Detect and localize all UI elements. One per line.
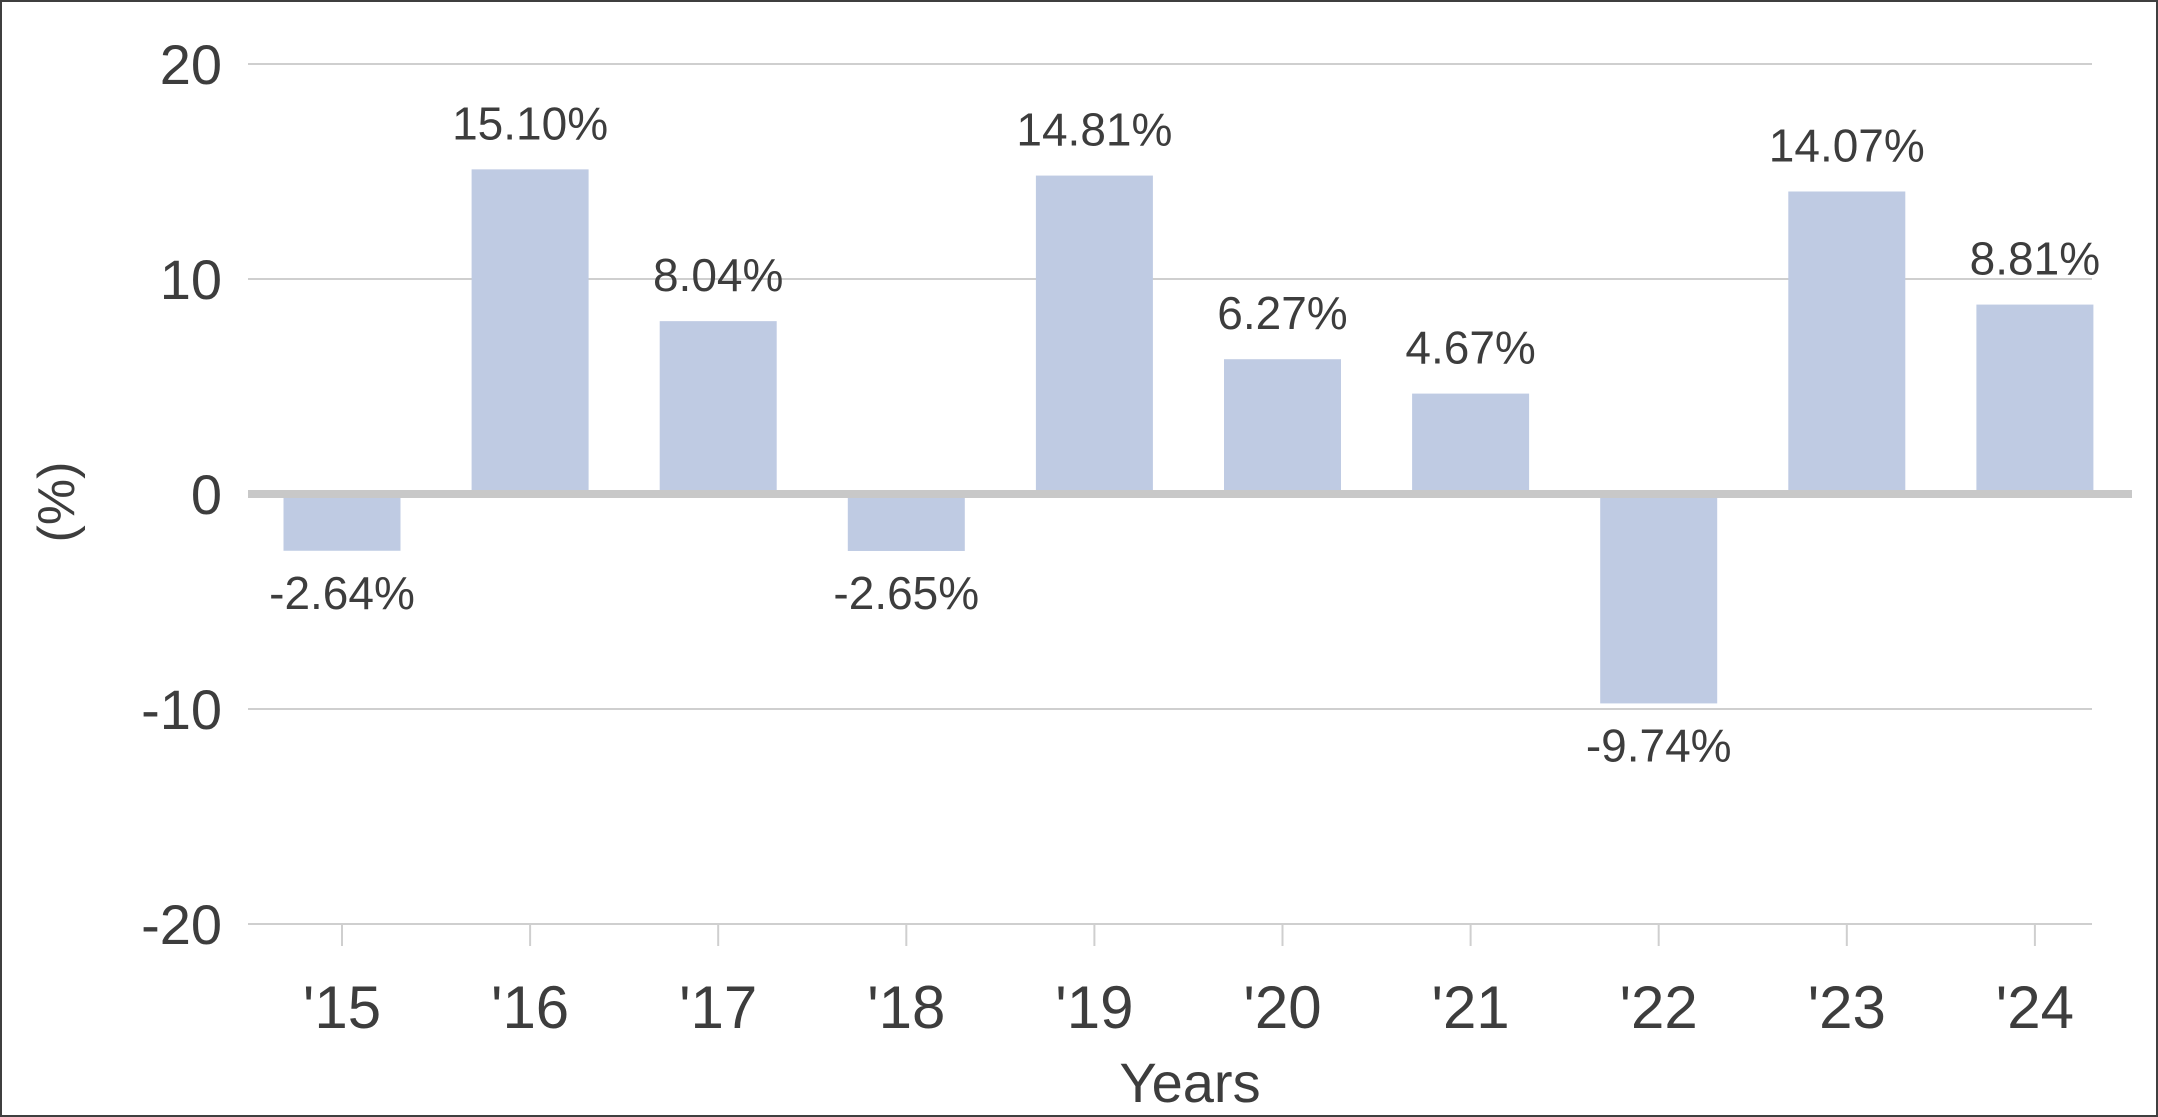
x-tick-label: '15: [303, 974, 381, 1041]
bar: [847, 494, 965, 551]
data-label: 14.81%: [1016, 104, 1172, 156]
bar: [1788, 191, 1906, 494]
bar: [1976, 304, 2094, 494]
x-axis-tick-labels: '15 '16 '17 '18 '19 '20 '21 '22 '23 '24: [303, 974, 2074, 1041]
bar: [1600, 494, 1718, 704]
bar: [1035, 175, 1153, 494]
x-tick-label: '17: [679, 974, 757, 1041]
x-axis-ticks: [341, 924, 2036, 946]
x-tick-label: '21: [1431, 974, 1509, 1041]
bar: [1412, 393, 1530, 494]
y-tick-label: 0: [191, 463, 222, 526]
data-label: -2.64%: [269, 567, 415, 619]
y-tick-label: 20: [160, 33, 222, 96]
data-label: 14.07%: [1769, 119, 1925, 171]
x-axis-title: Years: [1119, 1051, 1260, 1114]
data-label: -2.65%: [833, 567, 979, 619]
bar: [1224, 359, 1341, 494]
x-tick-label: '19: [1055, 974, 1133, 1041]
bar: [659, 321, 777, 494]
data-label: -9.74%: [1586, 719, 1732, 771]
x-tick-label: '23: [1808, 974, 1886, 1041]
x-tick-label: '24: [1996, 974, 2074, 1041]
data-label: 6.27%: [1217, 287, 1347, 339]
y-axis-title: (%): [28, 462, 86, 543]
x-tick-label: '16: [491, 974, 569, 1041]
y-tick-label: -20: [141, 893, 222, 956]
x-tick-label: '18: [867, 974, 945, 1041]
data-label: 4.67%: [1405, 322, 1535, 374]
data-labels: -2.64% 15.10% 8.04% -2.65% 14.81% 6.27% 4.67% -…: [269, 97, 2100, 771]
y-axis-tick-labels: 20 10 0 -10 -20: [141, 33, 222, 956]
x-tick-label: '22: [1620, 974, 1698, 1041]
bar: [283, 494, 401, 551]
bar: [471, 169, 589, 494]
data-label: 15.10%: [452, 97, 608, 149]
x-tick-label: '20: [1243, 974, 1321, 1041]
y-tick-label: -10: [141, 678, 222, 741]
data-label: 8.81%: [1970, 233, 2100, 285]
y-tick-label: 10: [160, 248, 222, 311]
data-label: 8.04%: [653, 249, 783, 301]
bars: [283, 169, 2094, 704]
